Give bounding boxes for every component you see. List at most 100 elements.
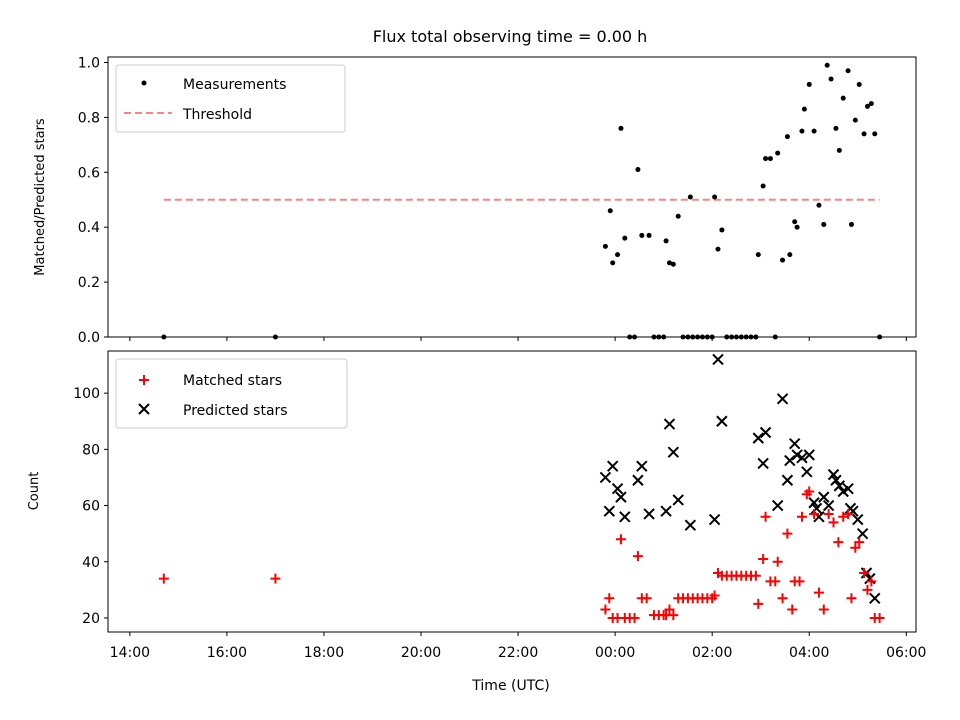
- measurement-point: [824, 62, 830, 68]
- matched-point: [632, 551, 643, 562]
- predicted-point: [833, 480, 846, 492]
- legend-predicted-label: Predicted stars: [183, 403, 288, 419]
- measurement-point: [811, 128, 817, 134]
- measurement-point: [801, 106, 807, 112]
- legend-matched-label: Matched stars: [183, 373, 282, 389]
- measurement-point: [784, 134, 790, 140]
- predicted-point: [632, 474, 644, 486]
- matched-point: [833, 537, 844, 548]
- top-plot-frame: [107, 56, 917, 338]
- predicted-point: [606, 460, 619, 472]
- legend-measurements-marker: [141, 80, 147, 86]
- bottom-y-ticks: 20 40 60 80 100: [73, 386, 108, 627]
- matched-point: [846, 593, 857, 604]
- measurement-point: [848, 221, 854, 227]
- predicted-point: [771, 499, 784, 512]
- matched-point: [758, 553, 769, 564]
- predicted-point: [842, 482, 854, 495]
- predicted-point: [830, 474, 842, 486]
- matched-points: [158, 486, 885, 623]
- bottom-ytick-label: 100: [73, 386, 100, 402]
- measurement-point: [610, 260, 616, 266]
- predicted-point: [611, 482, 624, 495]
- top-ylabel: Matched/Predicted stars: [33, 118, 48, 276]
- bottom-xtick-label: 04:00: [789, 645, 829, 661]
- predicted-point: [788, 438, 801, 450]
- measurement-point: [852, 117, 858, 123]
- predicted-point: [643, 508, 655, 520]
- measurement-point: [775, 150, 781, 156]
- bottom-xtick-label: 20:00: [401, 645, 441, 661]
- matched-point: [664, 604, 675, 615]
- measurement-point: [799, 128, 805, 134]
- predicted-point: [781, 474, 794, 486]
- top-x-ticks: [129, 337, 907, 341]
- bottom-ytick-label: 80: [82, 442, 100, 458]
- predicted-point: [801, 466, 813, 478]
- measurement-point: [715, 246, 721, 252]
- matched-point: [850, 542, 861, 553]
- predicted-points: [599, 353, 881, 604]
- predicted-point: [796, 452, 808, 464]
- measurement-point: [845, 68, 851, 74]
- bottom-xtick-label: 02:00: [692, 645, 732, 661]
- measurement-point: [840, 95, 846, 101]
- legend-measurements-label: Measurements: [183, 77, 286, 93]
- bottom-x-ticks: 14:00 16:00 18:00 20:00 22:00 00:00 02:00 04:00…: [110, 632, 926, 661]
- measurement-point: [856, 81, 862, 87]
- measurement-point: [618, 125, 624, 131]
- predicted-point: [852, 513, 864, 526]
- matched-point: [794, 576, 805, 587]
- matched-point: [813, 587, 824, 598]
- matched-point: [641, 593, 652, 604]
- top-ytick-label: 0.6: [78, 165, 100, 181]
- bottom-xtick-label: 14:00: [110, 645, 150, 661]
- matched-point: [859, 567, 870, 578]
- predicted-point: [667, 446, 680, 458]
- measurement-point: [861, 131, 867, 137]
- measurement-points: [161, 62, 883, 340]
- measurement-point: [755, 252, 761, 258]
- measurement-point: [666, 260, 672, 266]
- predicted-point: [869, 592, 881, 604]
- bottom-legend: Matched stars Predicted stars: [115, 358, 348, 429]
- matched-point: [709, 590, 720, 601]
- matched-point: [604, 593, 615, 604]
- matched-point: [760, 511, 771, 522]
- measurement-point: [864, 103, 870, 109]
- bottom-ytick-label: 40: [82, 555, 100, 571]
- measurement-point: [602, 243, 608, 249]
- measurement-point: [792, 219, 798, 225]
- measurement-point: [806, 81, 812, 87]
- top-legend-box: [115, 64, 346, 133]
- measurement-point: [615, 252, 621, 258]
- predicted-point: [818, 491, 830, 503]
- predicted-point: [776, 393, 789, 405]
- bottom-xtick-label: 16:00: [207, 645, 247, 661]
- measurement-point: [787, 252, 793, 258]
- measurement-point: [760, 183, 766, 189]
- measurement-point: [607, 208, 613, 214]
- matched-point: [629, 612, 640, 623]
- predicted-point: [716, 415, 728, 427]
- bottom-xtick-label: 00:00: [595, 645, 635, 661]
- measurement-point: [872, 131, 878, 137]
- measurement-point: [635, 167, 641, 173]
- matched-point: [600, 604, 611, 615]
- predicted-point: [619, 511, 631, 523]
- predicted-point: [757, 457, 769, 470]
- bottom-ytick-label: 20: [82, 611, 100, 627]
- matched-point: [874, 612, 885, 623]
- predicted-point: [856, 527, 869, 540]
- matched-point: [777, 593, 788, 604]
- legend-matched-marker: [139, 375, 149, 385]
- legend-predicted-marker: [138, 403, 150, 415]
- bottom-xtick-label: 18:00: [304, 645, 344, 661]
- matched-point: [804, 486, 815, 497]
- predicted-point: [803, 449, 815, 461]
- predicted-point: [684, 519, 697, 531]
- top-ytick-label: 0.8: [78, 110, 100, 126]
- predicted-point: [636, 460, 648, 472]
